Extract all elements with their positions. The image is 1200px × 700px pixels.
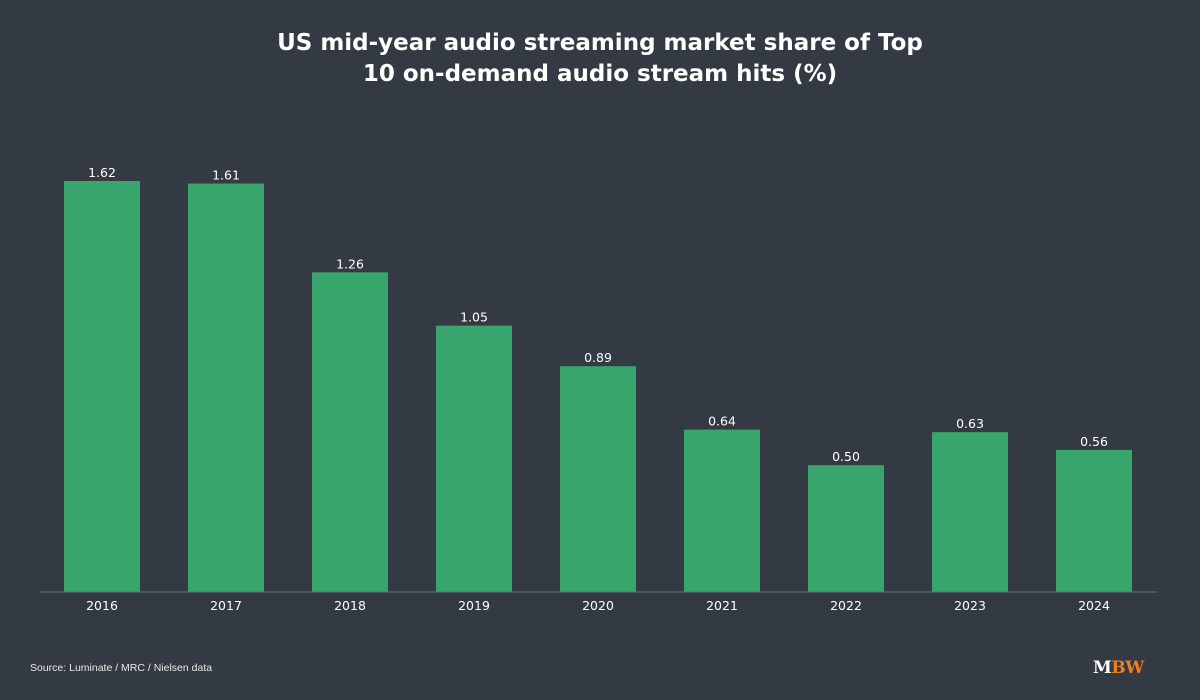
bar-2016 (64, 181, 140, 592)
value-label-2016: 1.62 (88, 165, 116, 180)
value-label-2022: 0.50 (832, 449, 860, 464)
x-tick-label-2017: 2017 (210, 598, 242, 613)
x-tick-label-2023: 2023 (954, 598, 986, 613)
value-label-2024: 0.56 (1080, 434, 1108, 449)
bars-group (64, 181, 1132, 592)
logo-bw: BW (1111, 658, 1144, 678)
x-tick-label-2018: 2018 (334, 598, 366, 613)
x-tick-label-2021: 2021 (706, 598, 738, 613)
value-label-2020: 0.89 (584, 350, 612, 365)
bar-2022 (808, 465, 884, 592)
source-note: Source: Luminate / MRC / Nielsen data (30, 662, 213, 674)
bar-2017 (188, 183, 264, 592)
value-label-2021: 0.64 (708, 414, 736, 429)
bar-2023 (932, 432, 1008, 592)
chart-title-line-2: 10 on-demand audio stream hits (%) (362, 61, 838, 87)
bar-chart: 1.62 2016 1.61 2017 1.26 2018 1.05 2019 0.89 2020… (40, 165, 1157, 613)
chart-title: US mid-year audio streaming market share… (0, 28, 1200, 90)
value-label-2018: 1.26 (336, 256, 364, 271)
labels-group: 1.62 2016 1.61 2017 1.26 2018 1.05 2019 0.89 2020… (86, 165, 1110, 613)
mbw-logo: MBW (1093, 658, 1144, 678)
bar-2021 (684, 429, 760, 592)
x-tick-label-2020: 2020 (582, 598, 614, 613)
value-label-2019: 1.05 (460, 310, 488, 325)
bar-2024 (1056, 449, 1132, 592)
value-label-2023: 0.63 (956, 416, 984, 431)
bar-2020 (560, 366, 636, 592)
chart-title-line-1: US mid-year audio streaming market share… (277, 30, 923, 56)
x-tick-label-2019: 2019 (458, 598, 490, 613)
x-tick-label-2022: 2022 (830, 598, 862, 613)
value-label-2017: 1.61 (212, 168, 240, 183)
bar-2019 (436, 325, 512, 592)
bar-2018 (312, 272, 388, 592)
x-tick-label-2016: 2016 (86, 598, 118, 613)
x-tick-label-2024: 2024 (1078, 598, 1110, 613)
logo-m: M (1093, 658, 1112, 678)
